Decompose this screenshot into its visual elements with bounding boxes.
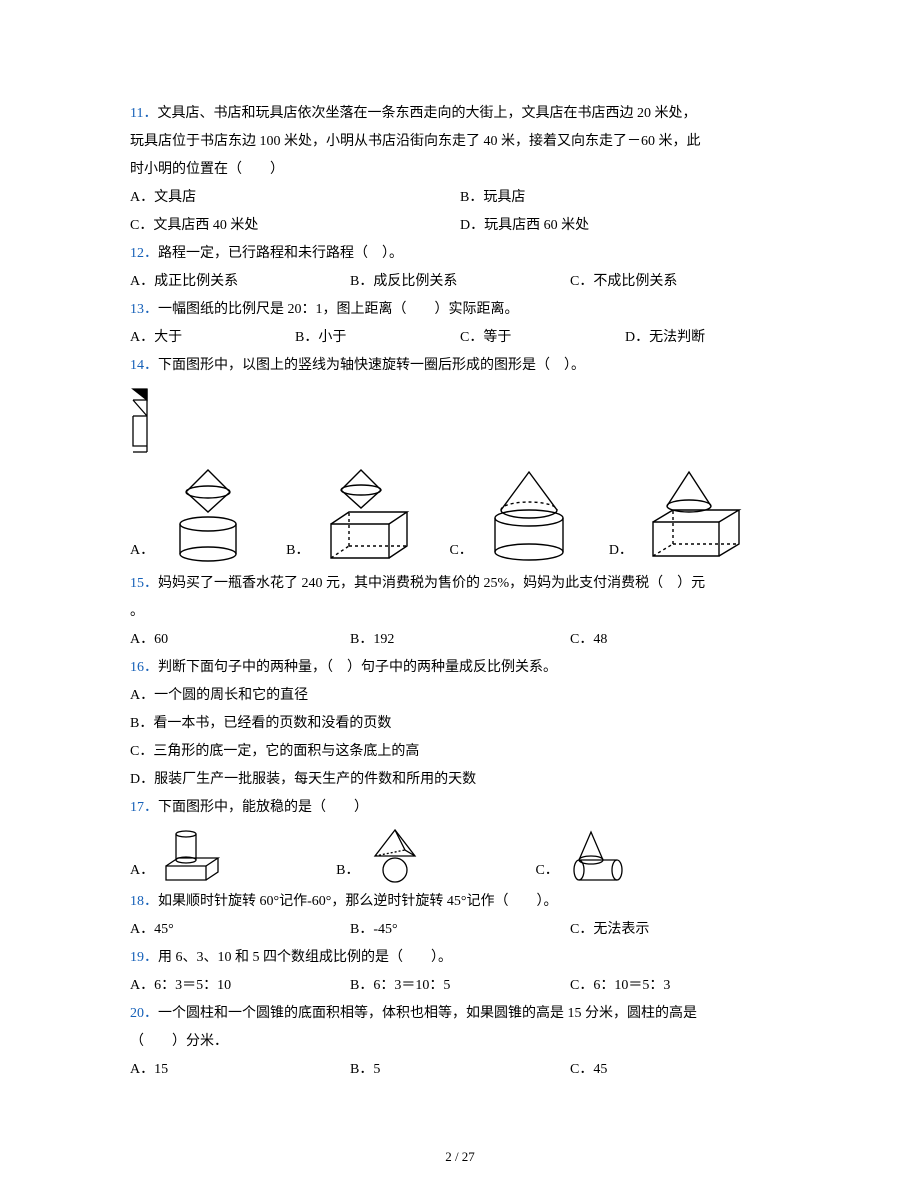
q17-optA: A． <box>130 826 226 884</box>
q14-optC-label: C． <box>449 544 472 564</box>
q13-opts: A．大于 B．小于 C．等于 D．无法判断 <box>130 324 790 352</box>
q12-opts: A．成正比例关系 B．成反比例关系 C．不成比例关系 <box>130 268 790 296</box>
q14-optC-icon <box>479 464 579 564</box>
q16-number: 16． <box>130 660 158 675</box>
q12-optA: A．成正比例关系 <box>130 268 350 296</box>
q15-line1: 15．妈妈买了一瓶香水花了 240 元，其中消费税为售价的 25%，妈妈为此支付… <box>130 570 790 598</box>
q19-optB: B．6：3＝10：5 <box>350 972 570 1000</box>
q17-optC-label: C． <box>535 864 558 884</box>
q12-number: 12． <box>130 246 158 261</box>
q15-opts: A．60 B．192 C．48 <box>130 626 790 654</box>
q18-stem: 如果顺时针旋转 60°记作-60°，那么逆时针旋转 45°记作（ ）。 <box>158 894 557 909</box>
q20-opts: A．15 B．5 C．45 <box>130 1056 790 1084</box>
q12-optC: C．不成比例关系 <box>570 268 790 296</box>
q14-optB-label: B． <box>286 544 309 564</box>
q20-stem1: 一个圆柱和一个圆锥的底面积相等，体积也相等，如果圆锥的高是 15 分米，圆柱的高… <box>158 1006 697 1021</box>
q18-optA: A．45° <box>130 916 350 944</box>
q20-optB: B．5 <box>350 1056 570 1084</box>
q14-stem: 下面图形中，以图上的竖线为轴快速旋转一圈后形成的图形是（ ）。 <box>158 358 585 373</box>
q11-optD: D．玩具店西 60 米处 <box>460 212 790 240</box>
q11-stem3: 时小明的位置在（ ） <box>130 156 790 184</box>
q19-line: 19．用 6、3、10 和 5 四个数组成比例的是（ ）。 <box>130 944 790 972</box>
q13-line: 13．一幅图纸的比例尺是 20：1，图上距离（ ）实际距离。 <box>130 296 790 324</box>
q14-stem-figure <box>130 386 790 456</box>
q16-line: 16．判断下面句子中的两种量，（ ）句子中的两种量成反比例关系。 <box>130 654 790 682</box>
q11-line1: 11．文具店、书店和玩具店依次坐落在一条东西走向的大街上，文具店在书店西边 20… <box>130 100 790 128</box>
q16-stem: 判断下面句子中的两种量，（ ）句子中的两种量成反比例关系。 <box>158 660 557 675</box>
q20-line1: 20．一个圆柱和一个圆锥的底面积相等，体积也相等，如果圆锥的高是 15 分米，圆… <box>130 1000 790 1028</box>
q11-number: 11． <box>130 106 157 121</box>
q15-number: 15． <box>130 576 158 591</box>
q13-stem: 一幅图纸的比例尺是 20：1，图上距离（ ）实际距离。 <box>158 302 519 317</box>
q14-line: 14．下面图形中，以图上的竖线为轴快速旋转一圈后形成的图形是（ ）。 <box>130 352 790 380</box>
q17-optB: B． <box>336 826 425 884</box>
q15-optC: C．48 <box>570 626 790 654</box>
q17-optB-label: B． <box>336 864 359 884</box>
q17-optB-icon <box>365 826 425 884</box>
q19-optA: A．6：3＝5：10 <box>130 972 350 1000</box>
q18-optC: C．无法表示 <box>570 916 790 944</box>
q11-opts-row2: C．文具店西 40 米处 D．玩具店西 60 米处 <box>130 212 790 240</box>
q11-optB: B．玩具店 <box>460 184 790 212</box>
q19-opts: A．6：3＝5：10 B．6：3＝10：5 C．6：10＝5：3 <box>130 972 790 1000</box>
q13-number: 13． <box>130 302 158 317</box>
q17-optC-icon <box>565 826 631 884</box>
q14-optA-icon <box>160 464 256 564</box>
q14-optD-label: D． <box>609 544 633 564</box>
q17-line: 17．下面图形中，能放稳的是（ ） <box>130 794 790 822</box>
q20-stem2: （ ）分米． <box>130 1028 790 1056</box>
q18-optB: B．-45° <box>350 916 570 944</box>
q14-opts-row: A． B． <box>130 464 790 564</box>
q13-optD: D．无法判断 <box>625 324 790 352</box>
q18-number: 18． <box>130 894 158 909</box>
q14-optB-icon <box>315 464 419 564</box>
q12-optB: B．成反比例关系 <box>350 268 570 296</box>
q16-optC: C．三角形的底一定，它的面积与这条底上的高 <box>130 738 790 766</box>
q11-opts-row1: A．文具店 B．玩具店 <box>130 184 790 212</box>
q12-line: 12．路程一定，已行路程和未行路程（ ）。 <box>130 240 790 268</box>
q17-opts-row: A． B． <box>130 826 790 884</box>
q11-stem1: 文具店、书店和玩具店依次坐落在一条东西走向的大街上，文具店在书店西边 20 米处… <box>157 106 696 121</box>
q11-stem2: 玩具店位于书店东边 100 米处，小明从书店沿街向东走了 40 米，接着又向东走… <box>130 128 790 156</box>
q13-optC: C．等于 <box>460 324 625 352</box>
q20-number: 20． <box>130 1006 158 1021</box>
q14-optA-label: A． <box>130 544 154 564</box>
q15-stem1: 妈妈买了一瓶香水花了 240 元，其中消费税为售价的 25%，妈妈为此支付消费税… <box>158 576 705 591</box>
q13-optB: B．小于 <box>295 324 460 352</box>
q17-optA-label: A． <box>130 864 154 884</box>
q20-optC: C．45 <box>570 1056 790 1084</box>
q19-number: 19． <box>130 950 158 965</box>
q14-optC: C． <box>449 464 578 564</box>
q17-stem: 下面图形中，能放稳的是（ ） <box>158 800 368 815</box>
q14-optD: D． <box>609 464 751 564</box>
q17-number: 17． <box>130 800 158 815</box>
q19-stem: 用 6、3、10 和 5 四个数组成比例的是（ ）。 <box>158 950 452 965</box>
q16-optD: D．服装厂生产一批服装，每天生产的件数和所用的天数 <box>130 766 790 794</box>
q14-optA: A． <box>130 464 256 564</box>
q11-optC: C．文具店西 40 米处 <box>130 212 460 240</box>
exam-page: 11．文具店、书店和玩具店依次坐落在一条东西走向的大街上，文具店在书店西边 20… <box>0 0 920 1191</box>
q14-optD-icon <box>639 464 751 564</box>
q17-optC: C． <box>535 826 630 884</box>
q15-optA: A．60 <box>130 626 350 654</box>
q14-stem-icon <box>130 386 164 456</box>
q19-optC: C．6：10＝5：3 <box>570 972 790 1000</box>
q16-optB: B．看一本书，已经看的页数和没看的页数 <box>130 710 790 738</box>
q14-optB: B． <box>286 464 419 564</box>
q14-number: 14． <box>130 358 158 373</box>
q16-optA: A．一个圆的周长和它的直径 <box>130 682 790 710</box>
q18-line: 18．如果顺时针旋转 60°记作-60°，那么逆时针旋转 45°记作（ ）。 <box>130 888 790 916</box>
page-number: 2 / 27 <box>0 1149 920 1165</box>
q15-optB: B．192 <box>350 626 570 654</box>
q15-stem2: 。 <box>130 598 790 626</box>
q18-opts: A．45° B．-45° C．无法表示 <box>130 916 790 944</box>
q11-optA: A．文具店 <box>130 184 460 212</box>
q20-optA: A．15 <box>130 1056 350 1084</box>
q13-optA: A．大于 <box>130 324 295 352</box>
q17-optA-icon <box>160 826 226 884</box>
q12-stem: 路程一定，已行路程和未行路程（ ）。 <box>158 246 403 261</box>
